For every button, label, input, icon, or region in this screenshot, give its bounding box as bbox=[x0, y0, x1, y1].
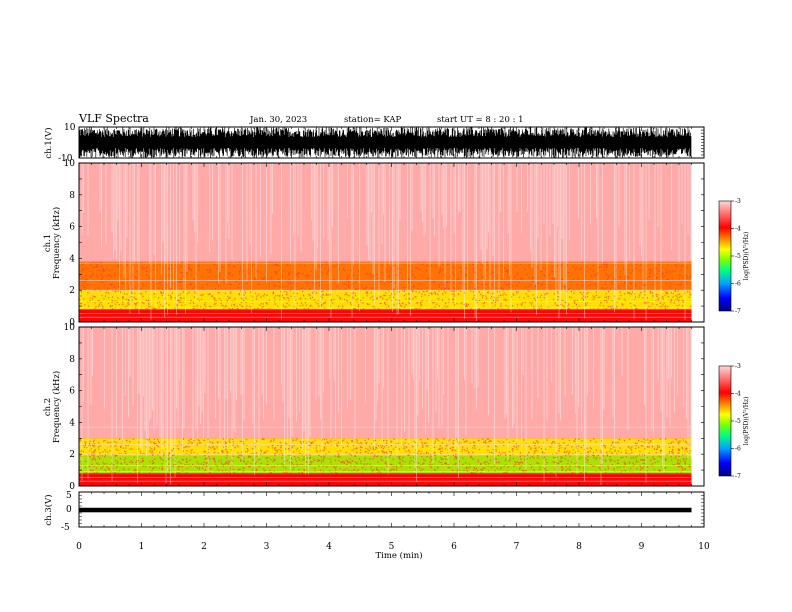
ch2-spectrogram-ytick-label: 4 bbox=[69, 418, 75, 428]
ch1-spectrogram-ylabel-freq: Frequency (kHz) bbox=[51, 207, 62, 279]
ch1-spectrogram-panel: 0 2 4 6 8 10 ch.1 Frequency (kHz) bbox=[43, 159, 705, 328]
time-axis-tick-label: 8 bbox=[576, 542, 582, 552]
ch1-waveform-trace bbox=[79, 127, 692, 158]
ch1-spectrogram-ytick-label: 6 bbox=[69, 223, 75, 233]
colorbar-tick-label: -7 bbox=[735, 308, 741, 315]
ch1-spectrogram-ytick-label: 0 bbox=[69, 318, 75, 328]
ch1-ytick-bottom: -10 bbox=[58, 154, 73, 164]
ch2-colorbar: -3 -4 -5 -6 -7 log(PSD)(V²/Hz) bbox=[718, 363, 750, 480]
ch1-spectrogram-ylabel-channel: ch.1 bbox=[43, 234, 53, 252]
ch1-spectrogram-tail bbox=[691, 163, 704, 322]
time-axis-tick-label: 1 bbox=[139, 542, 145, 552]
ch1-waveform-ylabel: ch.1(V) bbox=[43, 127, 54, 158]
colorbar-tick-label: -5 bbox=[735, 418, 741, 425]
colorbar-tick-label: -6 bbox=[735, 281, 741, 288]
ch1-spectrogram-band-0 bbox=[79, 309, 692, 322]
ch3-ytick-top: 5 bbox=[66, 491, 72, 501]
ch3-waveform-ylabel: ch.3(V) bbox=[43, 494, 54, 525]
figure-title: VLF Spectra bbox=[78, 112, 149, 125]
ch1-colorbar-ticks: -3 -4 -5 -6 -7 bbox=[731, 198, 741, 315]
ch1-spectrogram-ytick-label: 10 bbox=[64, 159, 76, 169]
colorbar-tick-label: -6 bbox=[735, 446, 741, 453]
start-time-label: start UT = 8 : 20 : 1 bbox=[437, 115, 524, 125]
colorbar-tick-label: -4 bbox=[735, 391, 741, 398]
axis-tick-mark-paths bbox=[78, 126, 705, 528]
ch2-spectrogram-band-0 bbox=[79, 473, 692, 486]
axis-tick-marks bbox=[78, 126, 705, 528]
ch1-spectrogram-band-1 bbox=[79, 290, 692, 310]
time-axis-tick-label: 3 bbox=[264, 542, 270, 552]
ch2-spectrogram-streaks bbox=[81, 327, 692, 486]
ch1-spectrogram-ytick-label: 8 bbox=[69, 191, 75, 201]
ch2-spectrogram-ytick-label: 6 bbox=[69, 387, 75, 397]
ch3-waveform-trace bbox=[79, 507, 692, 513]
ch2-spectrogram-ylabel-freq: Frequency (kHz) bbox=[51, 371, 62, 443]
colorbar-tick-label: -3 bbox=[735, 363, 741, 370]
ch2-spectrogram-panel: 0 2 4 6 8 10 ch.2 Frequency (kHz) bbox=[43, 323, 705, 492]
ch2-spectrogram-yticks: 0 2 4 6 8 10 bbox=[64, 323, 76, 492]
ch1-waveform-line bbox=[79, 127, 692, 158]
colorbar-tick-label: -7 bbox=[735, 473, 741, 480]
ch3-waveform-panel: 5 0 -5 ch.3(V) bbox=[43, 491, 705, 533]
ch1-spectrogram-yticks: 0 2 4 6 8 10 bbox=[64, 159, 76, 328]
colorbar-tick-label: -4 bbox=[735, 226, 741, 233]
time-axis-tick-label: 6 bbox=[451, 542, 457, 552]
ch1-waveform-panel: 10 -10 ch.1(V) bbox=[43, 123, 705, 164]
ch2-spectrogram-band-3 bbox=[79, 327, 692, 439]
time-axis-label: Time (min) bbox=[375, 550, 422, 561]
ch1-ytick-top: 10 bbox=[64, 123, 76, 133]
station-label: station= KAP bbox=[344, 115, 402, 125]
ch2-spectrogram-ylabel-channel: ch.2 bbox=[43, 398, 53, 416]
ch2-colorbar-scale bbox=[718, 365, 732, 477]
ch2-spectrogram-ytick-label: 2 bbox=[69, 450, 75, 460]
colorbar-tick-label: -3 bbox=[735, 198, 741, 205]
time-axis-tick-label: 9 bbox=[639, 542, 645, 552]
ch3-ytick-mid: 0 bbox=[66, 505, 72, 515]
ch1-colorbar-scale bbox=[718, 200, 732, 312]
time-axis-tick-label: 2 bbox=[201, 542, 207, 552]
ch2-spectrogram-ytick-label: 10 bbox=[64, 323, 76, 333]
ch2-spectrogram-image bbox=[79, 327, 704, 486]
ch1-spectrogram-streaks bbox=[81, 163, 692, 321]
ch1-spectrogram-image bbox=[79, 163, 704, 322]
colorbar-tick-label: -5 bbox=[735, 253, 741, 260]
ch2-spectrogram-band-2 bbox=[79, 438, 692, 456]
ch2-spectrogram-ytick-label: 0 bbox=[69, 482, 75, 492]
time-axis-tick-label: 10 bbox=[698, 542, 710, 552]
time-axis-tick-label: 7 bbox=[514, 542, 520, 552]
ch3-ytick-bottom: -5 bbox=[61, 523, 70, 533]
time-axis-tick-label: 5 bbox=[389, 542, 395, 552]
ch2-spectrogram-ytick-label: 8 bbox=[69, 355, 75, 365]
date-label: Jan. 30, 2023 bbox=[249, 115, 307, 125]
ch1-spectrogram-ytick-label: 4 bbox=[69, 254, 75, 264]
ch2-colorbar-label: log(PSD)(V²/Hz) bbox=[743, 397, 750, 446]
time-axis-tick-label: 0 bbox=[76, 542, 82, 552]
ch2-colorbar-ticks: -3 -4 -5 -6 -7 bbox=[731, 363, 741, 480]
ch1-spectrogram-ytick-label: 2 bbox=[69, 286, 75, 296]
ch1-colorbar: -3 -4 -5 -6 -7 log(PSD)(V²/Hz) bbox=[718, 198, 750, 315]
time-axis-tick-label: 4 bbox=[326, 542, 332, 552]
ch2-spectrogram-tail bbox=[691, 327, 704, 486]
ch1-colorbar-label: log(PSD)(V²/Hz) bbox=[743, 232, 750, 281]
time-axis-ticks: 0 1 2 3 4 5 6 7 8 9 10 bbox=[76, 542, 710, 552]
